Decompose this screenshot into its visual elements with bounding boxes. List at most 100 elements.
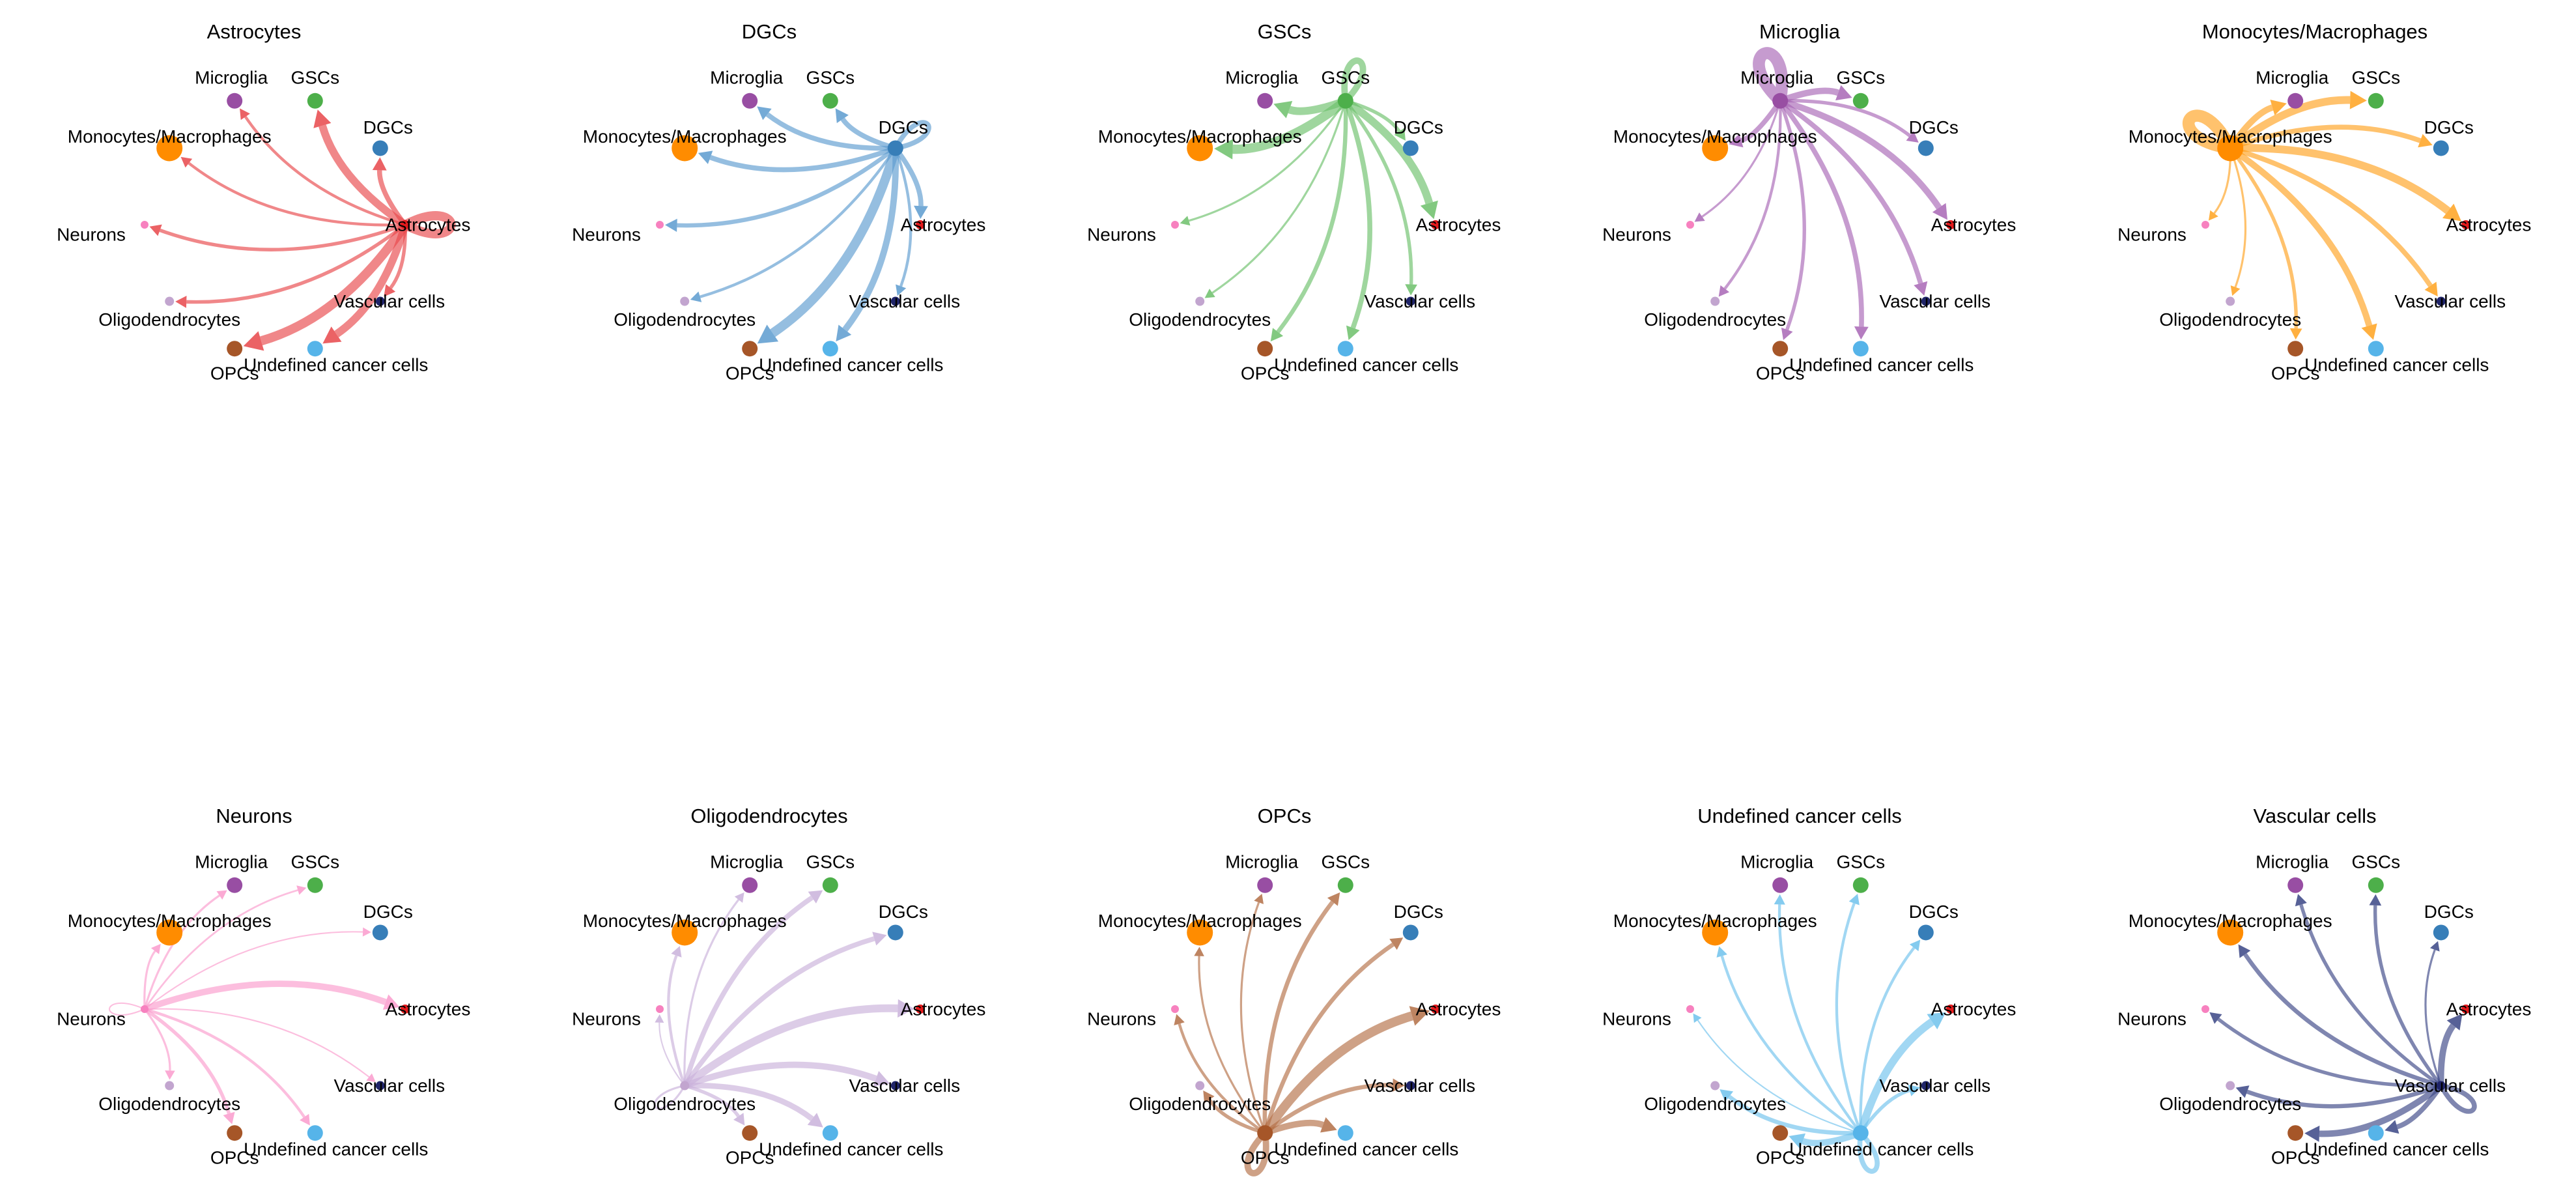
edge-to-gscs bbox=[2228, 96, 2351, 152]
node-label-astrocytes: Astrocytes bbox=[1416, 999, 1501, 1020]
node-opcs bbox=[227, 341, 243, 357]
arrowhead-vascular-cells bbox=[1405, 284, 1417, 296]
arrowhead-undefined-cancer-cells bbox=[1854, 326, 1869, 340]
edge-to-undefined-cancer-cells bbox=[1343, 100, 1372, 329]
node-label-dgcs: DGCs bbox=[879, 902, 928, 922]
node-gscs bbox=[1852, 93, 1869, 109]
arrowhead-dgcs bbox=[362, 927, 371, 937]
node-label-oligodendrocytes: Oligodendrocytes bbox=[1129, 309, 1271, 330]
node-dgcs bbox=[887, 924, 903, 941]
self-loop-edge bbox=[109, 1002, 145, 1016]
node-label-monocytes-macrophages: Monocytes/Macrophages bbox=[68, 911, 272, 931]
node-opcs bbox=[1772, 1125, 1789, 1141]
node-label-opcs: OPCs bbox=[1241, 364, 1290, 384]
node-microglia bbox=[742, 877, 758, 893]
node-label-gscs: GSCs bbox=[2351, 67, 2400, 87]
self-loop-edge bbox=[1341, 57, 1366, 104]
arrowhead-astrocytes bbox=[1420, 200, 1438, 220]
arrowhead-oligodendrocytes bbox=[2230, 285, 2241, 296]
arrowhead-dgcs bbox=[2418, 134, 2433, 148]
node-microglia bbox=[2287, 93, 2304, 109]
arrowhead-neurons bbox=[655, 1014, 664, 1023]
node-vascular-cells bbox=[1921, 1081, 1931, 1091]
edge-to-neurons bbox=[677, 146, 897, 228]
node-vascular-cells bbox=[375, 296, 385, 306]
node-label-opcs: OPCs bbox=[1756, 1148, 1805, 1168]
arrowhead-gscs bbox=[1835, 85, 1852, 101]
node-label-gscs: GSCs bbox=[1836, 851, 1885, 872]
edge-to-monocytes-macrophages bbox=[667, 955, 686, 1087]
node-oligodendrocytes bbox=[165, 1081, 175, 1091]
node-oligodendrocytes bbox=[1710, 1081, 1720, 1091]
arrowhead-gscs bbox=[1327, 892, 1340, 906]
self-loop-edge bbox=[893, 120, 931, 151]
node-astrocytes bbox=[916, 1005, 925, 1014]
node-gscs bbox=[1337, 93, 1353, 109]
edges bbox=[2182, 91, 2461, 340]
arrowhead-oligodendrocytes bbox=[175, 296, 187, 308]
self-loop-edge bbox=[2439, 1083, 2477, 1114]
self-loop-edge bbox=[1244, 1130, 1269, 1177]
node-opcs bbox=[1257, 1125, 1273, 1141]
edge-to-undefined-cancer-cells bbox=[1264, 1119, 1324, 1136]
edge-to-oligodendrocytes bbox=[2229, 147, 2247, 288]
node-label-oligodendrocytes: Oligodendrocytes bbox=[1644, 1094, 1786, 1114]
node-monocytes-macrophages bbox=[2217, 919, 2244, 946]
node-label-dgcs: DGCs bbox=[1909, 117, 1959, 137]
node-neurons bbox=[141, 221, 149, 229]
node-label-oligodendrocytes: Oligodendrocytes bbox=[1129, 1094, 1271, 1114]
node-astrocytes bbox=[1431, 220, 1440, 229]
arrowhead-microglia bbox=[1273, 100, 1293, 119]
node-monocytes-macrophages bbox=[672, 919, 698, 946]
edge-to-gscs bbox=[1779, 87, 1839, 104]
node-label-monocytes-macrophages: Monocytes/Macrophages bbox=[1098, 126, 1302, 147]
node-oligodendrocytes bbox=[1195, 296, 1205, 306]
node-label-gscs: GSCs bbox=[806, 851, 855, 872]
edge-to-dgcs bbox=[1859, 947, 1916, 1134]
edge-to-opcs bbox=[1802, 1130, 1862, 1147]
edge-to-astrocytes bbox=[143, 980, 387, 1012]
node-label-undefined-cancer-cells: Undefined cancer cells bbox=[759, 1139, 943, 1160]
arrowhead-oligodendrocytes bbox=[1203, 1091, 1215, 1104]
node-vascular-cells bbox=[2436, 1081, 2446, 1091]
node-label-neurons: Neurons bbox=[57, 225, 126, 245]
node-gscs bbox=[822, 877, 838, 893]
arrowhead-monocytes-macrophages bbox=[1194, 947, 1204, 956]
node-label-astrocytes: Astrocytes bbox=[2446, 999, 2532, 1020]
arrowhead-astrocytes bbox=[2442, 203, 2461, 221]
node-astrocytes bbox=[1946, 1005, 1955, 1014]
node-label-undefined-cancer-cells: Undefined cancer cells bbox=[2304, 355, 2489, 375]
node-neurons bbox=[141, 1005, 149, 1013]
edge-to-astrocytes bbox=[1779, 98, 1942, 210]
node-opcs bbox=[2287, 1125, 2304, 1141]
arrowhead-opcs bbox=[1270, 328, 1284, 342]
edge-to-monocytes-macrophages bbox=[1720, 955, 1862, 1134]
node-astrocytes bbox=[916, 220, 925, 229]
node-undefined-cancer-cells bbox=[1852, 1125, 1869, 1141]
arrowhead-vascular-cells bbox=[873, 1071, 890, 1087]
node-neurons bbox=[656, 221, 664, 229]
node-label-opcs: OPCs bbox=[1756, 364, 1805, 384]
panel-title: Monocytes/Macrophages bbox=[2202, 20, 2427, 43]
node-label-microglia: Microglia bbox=[2256, 67, 2328, 87]
node-astrocytes bbox=[401, 1005, 410, 1014]
node-label-vascular-cells: Vascular cells bbox=[333, 1076, 445, 1096]
arrowhead-neurons bbox=[2209, 1012, 2222, 1024]
node-label-opcs: OPCs bbox=[210, 364, 259, 384]
node-label-gscs: GSCs bbox=[1836, 67, 1885, 87]
edges bbox=[1180, 57, 1438, 342]
arrowhead-monocytes-macrophages bbox=[1729, 134, 1744, 148]
edge-to-gscs bbox=[1262, 900, 1335, 1134]
node-label-astrocytes: Astrocytes bbox=[1931, 999, 2017, 1020]
node-neurons bbox=[1171, 221, 1179, 229]
node-label-monocytes-macrophages: Monocytes/Macrophages bbox=[583, 126, 787, 147]
edge-to-opcs bbox=[1778, 100, 1806, 330]
edge-to-neurons bbox=[1697, 1020, 1861, 1134]
arrowhead-dgcs bbox=[1394, 128, 1406, 141]
edge-to-astrocytes bbox=[682, 1004, 898, 1089]
arrowhead-dgcs bbox=[1906, 131, 1919, 143]
node-monocytes-macrophages bbox=[1187, 919, 1213, 946]
panel-monocytes-macrophages: Monocytes/Macrophages Astrocytes DGCs GSCs M… bbox=[2117, 20, 2531, 384]
node-label-vascular-cells: Vascular cells bbox=[1879, 291, 1990, 311]
